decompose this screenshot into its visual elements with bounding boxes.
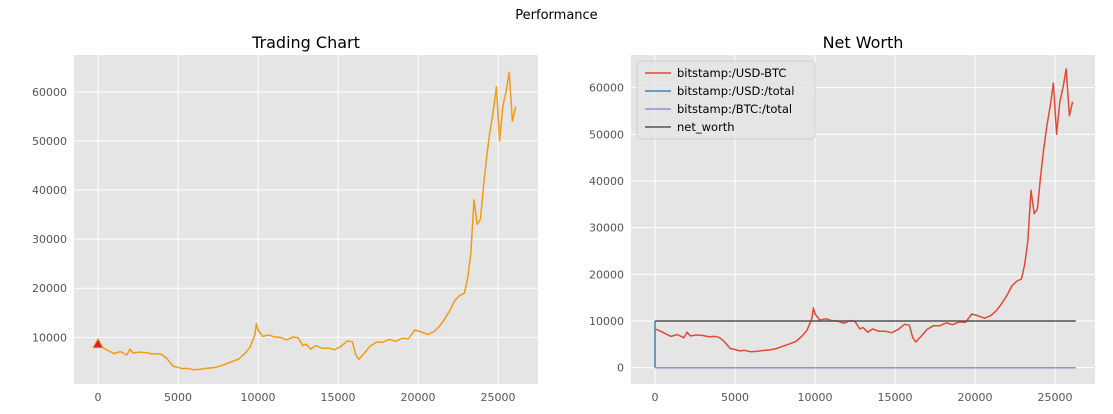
chart-1-x-tick-label: 5000 bbox=[721, 391, 749, 404]
chart-1-x-tick-label: 0 bbox=[652, 391, 659, 404]
chart-0-plot-area bbox=[74, 55, 538, 384]
chart-1-x-tick-label: 25000 bbox=[1038, 391, 1073, 404]
chart-0-x-tick-label: 5000 bbox=[164, 391, 192, 404]
chart-0-y-tick-label: 60000 bbox=[32, 86, 67, 99]
chart-1-x-tick-label: 20000 bbox=[958, 391, 993, 404]
chart-1-series-line-1 bbox=[654, 321, 657, 369]
chart-1-y-tick-label: 20000 bbox=[589, 268, 624, 281]
chart-1-plot-area bbox=[631, 55, 1095, 384]
chart-0-series-line-0 bbox=[97, 71, 517, 371]
chart-1-legend-label: bitstamp:/USD:/total bbox=[677, 84, 794, 98]
chart-1-legend-label: bitstamp:/USD-BTC bbox=[677, 66, 786, 80]
chart-0-title: Trading Chart bbox=[251, 33, 360, 52]
chart-0-y-tick-label: 20000 bbox=[32, 282, 67, 295]
chart-1-y-tick-label: 30000 bbox=[589, 222, 624, 235]
chart-1-y-tick-label: 50000 bbox=[589, 128, 624, 141]
chart-0-x-tick-label: 20000 bbox=[401, 391, 436, 404]
chart-0-x-tick-label: 15000 bbox=[321, 391, 356, 404]
chart-1-legend-label: net_worth bbox=[677, 120, 735, 134]
chart-1-y-tick-label: 60000 bbox=[589, 82, 624, 95]
chart-1-title: Net Worth bbox=[823, 33, 904, 52]
chart-1-y-tick-label: 0 bbox=[617, 362, 624, 375]
chart-1-series-line-0 bbox=[654, 68, 1074, 353]
figure-suptitle: Performance bbox=[515, 8, 598, 23]
chart-0-y-tick-label: 50000 bbox=[32, 135, 67, 148]
chart-0-y-tick-label: 30000 bbox=[32, 233, 67, 246]
chart-1-y-tick-label: 40000 bbox=[589, 175, 624, 188]
chart-0-x-tick-label: 0 bbox=[95, 391, 102, 404]
chart-1-x-tick-label: 15000 bbox=[878, 391, 913, 404]
chart-1-y-tick-label: 10000 bbox=[589, 315, 624, 328]
chart-0-y-tick-label: 40000 bbox=[32, 184, 67, 197]
chart-1-legend bbox=[636, 60, 816, 140]
chart-0-x-tick-label: 25000 bbox=[481, 391, 516, 404]
chart-1-x-tick-label: 10000 bbox=[798, 391, 833, 404]
chart-0-trade-marker bbox=[92, 337, 104, 349]
chart-0-x-tick-label: 10000 bbox=[241, 391, 276, 404]
chart-0-y-tick-label: 10000 bbox=[32, 331, 67, 344]
chart-1-legend-label: bitstamp:/BTC:/total bbox=[677, 102, 792, 116]
